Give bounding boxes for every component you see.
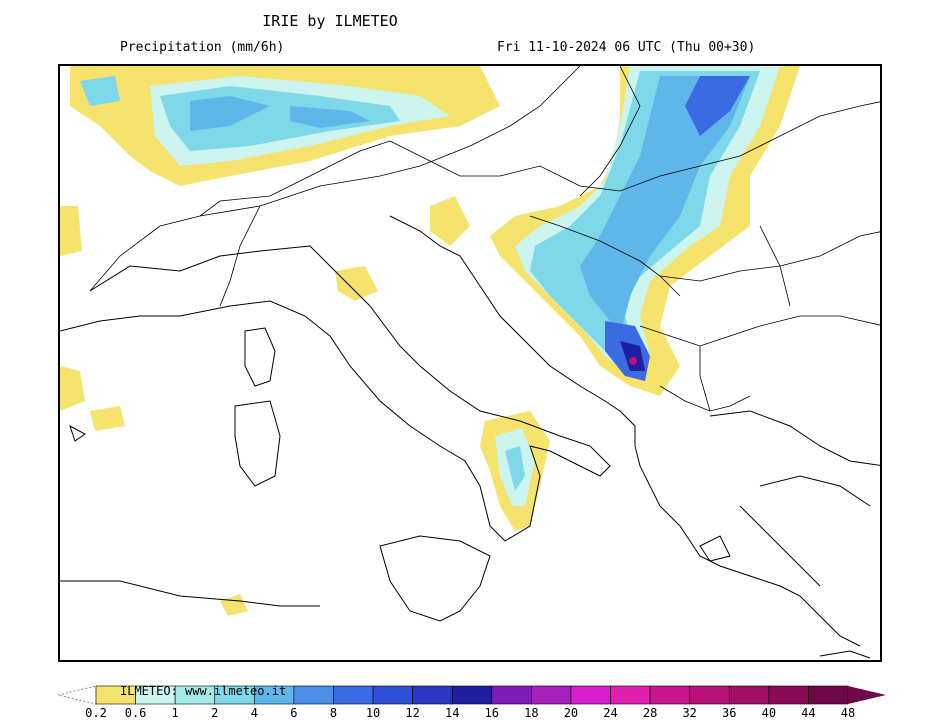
legend-tick-label: 16 xyxy=(484,706,500,720)
legend-tick-label: 32 xyxy=(682,706,697,720)
watermark-text: ILMETEO: www.ilmeteo.it xyxy=(120,684,287,698)
legend-swatch xyxy=(531,685,572,705)
legend-bar xyxy=(57,685,886,705)
legend-tick-label: 18 xyxy=(524,706,539,720)
legend-swatch xyxy=(570,685,611,705)
precip-balkans xyxy=(490,66,800,396)
coastlines xyxy=(60,215,880,659)
legend-low-arrow xyxy=(57,685,97,705)
legend-tick-label: 8 xyxy=(329,706,338,720)
legend-tick-label: 0.2 xyxy=(85,706,107,720)
legend-tick-label: 20 xyxy=(563,706,579,720)
legend-swatch xyxy=(728,685,770,705)
legend-tick-label: 1 xyxy=(171,706,179,720)
legend-tick-label: 12 xyxy=(405,706,420,720)
legend-swatch xyxy=(689,685,730,705)
legend-tick-label: 14 xyxy=(444,706,460,720)
country-borders xyxy=(89,66,880,412)
precip-alps xyxy=(70,66,500,186)
legend-swatch xyxy=(333,685,374,705)
color-legend xyxy=(57,684,888,706)
legend-swatch xyxy=(808,685,849,705)
legend-high-arrow xyxy=(848,686,886,704)
legend-tick-label: 0.6 xyxy=(124,706,147,720)
legend-swatch xyxy=(649,685,690,705)
legend-swatch xyxy=(491,685,532,705)
precip-calabria xyxy=(480,411,550,531)
legend-tick-label: 6 xyxy=(290,706,298,720)
variable-label: Precipitation (mm/6h) xyxy=(120,40,285,55)
legend-tick-label: 2 xyxy=(211,706,219,720)
map-title: IRIE by ILMETEO xyxy=(262,12,398,30)
legend-swatch xyxy=(451,685,493,705)
valid-time-label: Fri 11-10-2024 06 UTC (Thu 00+30) xyxy=(497,40,756,55)
legend-tick-label: 36 xyxy=(722,706,737,720)
legend-swatch xyxy=(412,685,453,705)
legend-swatch xyxy=(293,685,334,705)
legend-tick-label: 10 xyxy=(365,706,381,720)
legend-labels: 0.2 0.6 1 2 4 6 8 10 12 14 16 18 20 24 28 32 36 40 44 48 xyxy=(0,706,940,722)
legend-swatch xyxy=(372,685,413,705)
precip-misc xyxy=(60,196,470,616)
legend-swatch xyxy=(610,685,651,705)
legend-tick-label: 44 xyxy=(801,706,816,720)
legend-tick-label: 28 xyxy=(642,706,658,720)
precipitation-map xyxy=(58,64,882,662)
legend-swatch xyxy=(768,685,809,705)
legend-tick-label: 40 xyxy=(761,706,777,720)
map-canvas xyxy=(60,66,880,659)
legend-tick-label: 4 xyxy=(250,706,258,720)
legend-tick-label: 24 xyxy=(603,706,618,720)
legend-tick-label: 48 xyxy=(840,706,856,720)
